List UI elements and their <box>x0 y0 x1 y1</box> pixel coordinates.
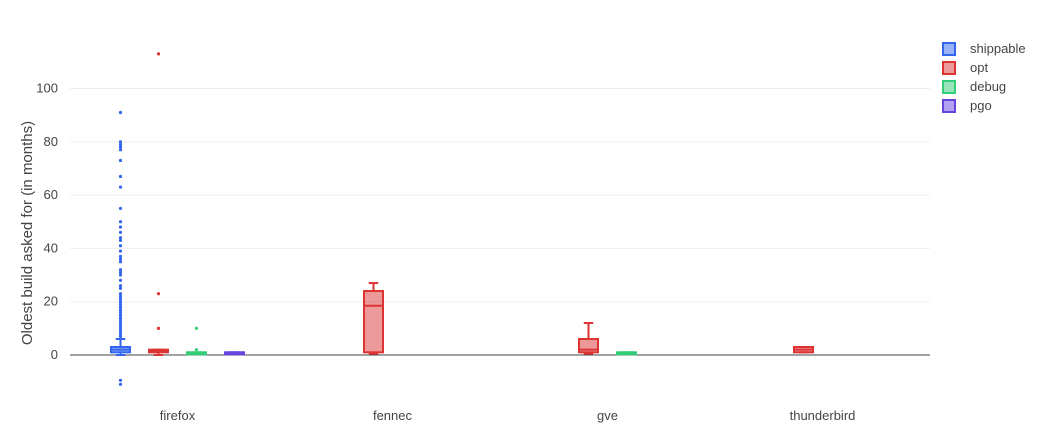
legend-item-debug[interactable]: debug <box>942 79 1006 94</box>
x-tick-label: gve <box>597 408 618 423</box>
box-opt-thunderbird <box>793 346 814 354</box>
outlier-point <box>118 378 123 382</box>
outlier-point <box>118 284 123 288</box>
y-axis-ticks: 0 20 40 60 80 100 <box>36 81 58 363</box>
outlier-point <box>118 148 123 152</box>
outlier-point <box>118 110 123 115</box>
box-opt-gve <box>578 322 599 355</box>
outlier-point <box>194 348 199 352</box>
outlier-point <box>118 254 123 258</box>
outlier-point <box>118 324 123 328</box>
x-axis-ticks: firefox fennec gve thunderbird <box>160 408 856 423</box>
x-tick-label: thunderbird <box>790 408 856 423</box>
outlier-point <box>118 273 123 277</box>
outlier-point <box>118 225 123 229</box>
legend-label: opt <box>970 60 988 75</box>
box-opt-firefox <box>148 52 169 356</box>
box-pgo-firefox <box>224 351 245 356</box>
outlier-point <box>118 300 123 304</box>
outlier-point <box>118 308 123 312</box>
legend-label: debug <box>970 79 1006 94</box>
outlier-point <box>118 318 123 322</box>
box-body <box>363 290 384 354</box>
outlier-point <box>118 332 123 336</box>
y-tick-label: 100 <box>36 81 58 96</box>
outlier-point <box>118 185 123 189</box>
legend-swatch <box>942 61 956 75</box>
legend-swatch <box>942 80 956 94</box>
y-tick-label: 40 <box>44 240 58 255</box>
y-tick-label: 0 <box>51 347 58 362</box>
outlier-point <box>156 326 161 330</box>
outlier-point <box>156 52 161 56</box>
outlier-point <box>118 270 123 274</box>
legend-item-shippable[interactable]: shippable <box>942 41 1026 56</box>
outlier-point <box>118 292 123 296</box>
outlier-point <box>118 329 123 333</box>
outlier-point <box>118 278 123 282</box>
outlier-point <box>194 326 199 330</box>
legend[interactable]: shippable opt debug pgo <box>942 41 1026 113</box>
x-tick-label: firefox <box>160 408 196 423</box>
outlier-point <box>118 302 123 306</box>
outlier-point <box>118 313 123 317</box>
legend-swatch <box>942 99 956 113</box>
outlier-point <box>118 297 123 301</box>
legend-label: pgo <box>970 98 992 113</box>
outlier-point <box>118 310 123 314</box>
outlier-point <box>118 249 123 253</box>
y-axis-title: Oldest build asked for (in months) <box>19 121 36 345</box>
outlier-point <box>118 321 123 325</box>
outlier-point <box>118 142 123 147</box>
outlier-point <box>118 236 123 240</box>
legend-label: shippable <box>970 41 1026 56</box>
box-opt-fennec <box>363 282 384 355</box>
outlier-point <box>118 257 123 261</box>
box-debug-firefox <box>186 326 207 356</box>
outlier-point <box>118 326 123 330</box>
outlier-point <box>118 305 123 309</box>
outlier-point <box>118 238 123 243</box>
gridlines <box>70 88 930 303</box>
box-debug-gve <box>616 351 637 356</box>
legend-item-pgo[interactable]: pgo <box>942 98 992 113</box>
plot-boxes <box>110 52 814 386</box>
outlier-point <box>156 292 161 296</box>
x-tick-label: fennec <box>373 408 413 423</box>
outlier-point <box>118 334 123 338</box>
outlier-point <box>118 316 123 320</box>
outlier-point <box>118 294 123 298</box>
outlier-point <box>118 220 123 224</box>
outlier-point <box>118 158 123 163</box>
outlier-point <box>118 244 123 248</box>
outlier-point <box>118 268 123 272</box>
outlier-point <box>118 174 123 179</box>
outlier-point <box>118 230 123 235</box>
y-tick-label: 60 <box>44 187 58 202</box>
outlier-point <box>118 206 123 211</box>
outlier-point <box>118 140 123 144</box>
legend-item-opt[interactable]: opt <box>942 60 988 75</box>
outlier-point <box>118 260 123 264</box>
outlier-point <box>118 286 123 290</box>
box-shippable-firefox <box>110 110 131 386</box>
y-tick-label: 80 <box>44 134 58 149</box>
y-tick-label: 20 <box>44 294 58 309</box>
outlier-point <box>118 382 123 386</box>
outlier-point <box>118 145 123 149</box>
legend-swatch <box>942 42 956 56</box>
